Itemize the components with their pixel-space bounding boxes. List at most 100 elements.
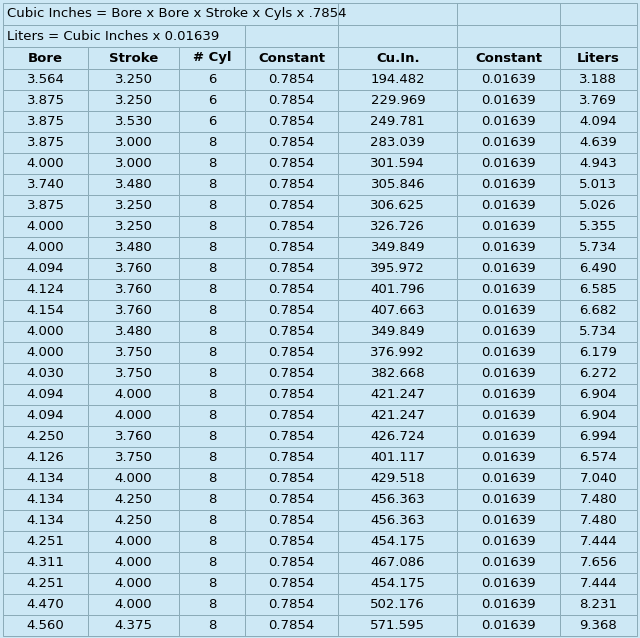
Text: Liters: Liters xyxy=(577,52,620,64)
Text: 7.480: 7.480 xyxy=(579,514,617,527)
Text: 194.482: 194.482 xyxy=(371,73,425,86)
Text: 7.444: 7.444 xyxy=(579,535,617,548)
Bar xyxy=(179,132,245,153)
Bar xyxy=(179,174,245,195)
Text: 6.272: 6.272 xyxy=(579,367,618,380)
Bar xyxy=(88,47,179,69)
Text: 6.904: 6.904 xyxy=(580,388,617,401)
Text: 9.368: 9.368 xyxy=(579,619,617,632)
Text: 0.7854: 0.7854 xyxy=(268,94,315,107)
Text: Stroke: Stroke xyxy=(109,52,158,64)
Bar xyxy=(88,237,179,258)
Bar xyxy=(88,258,179,279)
Bar xyxy=(338,153,458,174)
Bar xyxy=(179,573,245,594)
Bar xyxy=(3,132,88,153)
Bar xyxy=(179,216,245,237)
Text: 8.231: 8.231 xyxy=(579,598,618,611)
Bar xyxy=(560,468,637,489)
Text: 3.250: 3.250 xyxy=(115,73,153,86)
Text: 4.000: 4.000 xyxy=(115,577,152,590)
Text: 4.000: 4.000 xyxy=(27,241,65,254)
Text: # Cyl: # Cyl xyxy=(193,52,231,64)
Bar xyxy=(245,237,338,258)
Text: 3.750: 3.750 xyxy=(115,367,153,380)
Bar xyxy=(3,237,88,258)
Text: 3.760: 3.760 xyxy=(115,304,152,317)
Bar xyxy=(88,174,179,195)
Bar xyxy=(179,153,245,174)
Text: Constant: Constant xyxy=(475,52,542,64)
Text: 3.875: 3.875 xyxy=(27,94,65,107)
Bar xyxy=(458,132,560,153)
Text: 0.01639: 0.01639 xyxy=(481,619,536,632)
Bar xyxy=(88,216,179,237)
Text: 4.124: 4.124 xyxy=(27,283,65,296)
Text: 0.7854: 0.7854 xyxy=(268,115,315,128)
Text: 4.134: 4.134 xyxy=(27,514,65,527)
Bar xyxy=(338,195,458,216)
Bar xyxy=(3,426,88,447)
Bar xyxy=(458,615,560,636)
Bar xyxy=(245,300,338,321)
Bar xyxy=(88,90,179,111)
Bar xyxy=(179,531,245,552)
Bar xyxy=(338,69,458,90)
Text: 4.251: 4.251 xyxy=(27,535,65,548)
Bar xyxy=(338,363,458,384)
Text: 8: 8 xyxy=(208,367,216,380)
Bar xyxy=(245,405,338,426)
Text: 4.126: 4.126 xyxy=(27,451,65,464)
Bar xyxy=(3,384,88,405)
Bar xyxy=(560,111,637,132)
Bar xyxy=(3,615,88,636)
Bar xyxy=(560,363,637,384)
Bar xyxy=(179,426,245,447)
Text: 3.875: 3.875 xyxy=(27,199,65,212)
Bar xyxy=(458,111,560,132)
Bar xyxy=(179,615,245,636)
Bar xyxy=(560,342,637,363)
Text: 3.750: 3.750 xyxy=(115,346,153,359)
Bar xyxy=(338,468,458,489)
Bar xyxy=(88,321,179,342)
Text: 0.7854: 0.7854 xyxy=(268,283,315,296)
Text: 8: 8 xyxy=(208,493,216,506)
Bar xyxy=(245,510,338,531)
Bar xyxy=(560,531,637,552)
Bar xyxy=(338,615,458,636)
Bar xyxy=(560,405,637,426)
Bar xyxy=(179,342,245,363)
Text: 3.760: 3.760 xyxy=(115,283,152,296)
Bar xyxy=(245,153,338,174)
Bar xyxy=(338,258,458,279)
Text: 3.875: 3.875 xyxy=(27,136,65,149)
Text: 3.188: 3.188 xyxy=(579,73,618,86)
Bar xyxy=(3,363,88,384)
Text: 249.781: 249.781 xyxy=(371,115,425,128)
Text: 6.574: 6.574 xyxy=(579,451,618,464)
Text: 4.250: 4.250 xyxy=(27,430,65,443)
Bar xyxy=(338,447,458,468)
Text: 4.134: 4.134 xyxy=(27,472,65,485)
Text: 4.000: 4.000 xyxy=(27,346,65,359)
Bar xyxy=(3,90,88,111)
Bar xyxy=(458,447,560,468)
Bar xyxy=(3,573,88,594)
Bar xyxy=(458,279,560,300)
Bar xyxy=(88,552,179,573)
Text: 301.594: 301.594 xyxy=(371,157,425,170)
Bar xyxy=(458,258,560,279)
Bar xyxy=(245,384,338,405)
Text: 4.639: 4.639 xyxy=(579,136,617,149)
Text: 8: 8 xyxy=(208,388,216,401)
Text: 229.969: 229.969 xyxy=(371,94,425,107)
Bar xyxy=(560,132,637,153)
Text: 4.375: 4.375 xyxy=(115,619,153,632)
Text: 6.179: 6.179 xyxy=(579,346,618,359)
Bar xyxy=(179,594,245,615)
Text: 0.01639: 0.01639 xyxy=(481,283,536,296)
Bar xyxy=(88,594,179,615)
Text: 0.7854: 0.7854 xyxy=(268,409,315,422)
Bar xyxy=(3,25,637,47)
